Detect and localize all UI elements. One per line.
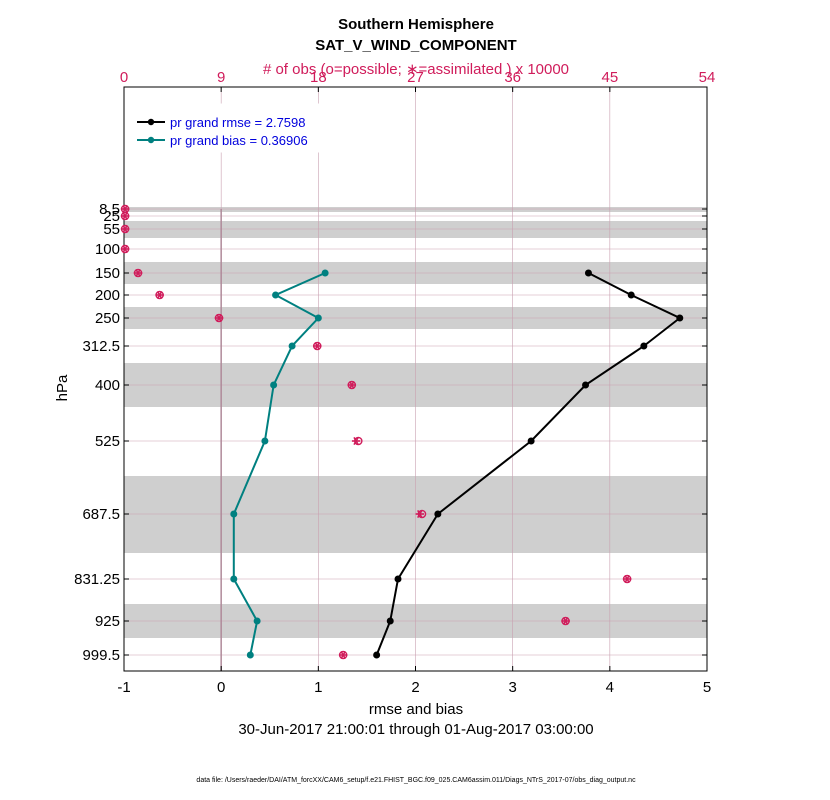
point-rmse	[640, 342, 648, 350]
top-tick-label: 0	[120, 69, 128, 86]
point-bias	[288, 342, 296, 350]
point-bias	[261, 437, 269, 445]
x-tick-label: 0	[217, 679, 225, 696]
point-bias	[272, 291, 280, 299]
obs-assimilated-marker	[120, 224, 130, 234]
point-bias	[246, 651, 254, 659]
footnote: data file: /Users/raeder/DAI/ATM_forcXX/…	[196, 777, 636, 784]
obs-assimilated-marker	[561, 616, 570, 626]
obs-assimilated-marker	[415, 509, 425, 519]
legend-box	[126, 103, 330, 153]
legend: pr grand rmse = 2.7598 pr grand bias = 0…	[126, 103, 330, 153]
top-tick-label: 27	[407, 69, 424, 86]
point-rmse	[676, 314, 684, 322]
obs-assimilated-marker	[155, 290, 164, 300]
y-tick-label: 400	[95, 377, 120, 394]
top-tick-label: 45	[601, 69, 618, 86]
point-rmse	[527, 437, 535, 445]
point-rmse	[584, 269, 592, 277]
point-rmse	[373, 651, 381, 659]
obs-assimilated-marker	[214, 313, 224, 323]
y-tick-label: 55	[103, 221, 120, 238]
y-tick-label: 525	[95, 433, 120, 450]
x-tick-label: 3	[508, 679, 516, 696]
y-tick-label: 312.5	[82, 338, 120, 355]
point-rmse	[434, 510, 442, 518]
legend-label-bias: pr grand bias = 0.36906	[170, 133, 308, 148]
point-rmse	[394, 575, 402, 583]
x-tick-label: 4	[606, 679, 614, 696]
point-rmse	[627, 291, 635, 299]
point-rmse	[582, 381, 590, 389]
top-tick-label: 36	[504, 69, 521, 86]
obs-assimilated-marker	[120, 244, 130, 254]
x-tick-label: -1	[117, 679, 130, 696]
obs-assimilated-marker	[313, 341, 322, 351]
y-tick-label: 925	[95, 613, 120, 630]
y-tick-label: 25	[103, 208, 120, 225]
legend-marker-rmse	[147, 118, 155, 126]
obs-assimilated-marker	[120, 211, 130, 221]
x-tick-label: 5	[703, 679, 711, 696]
y-tick-label: 8.5	[99, 201, 120, 218]
obs-assimilated-marker	[338, 650, 348, 660]
obs-assimilated-marker	[120, 204, 130, 214]
y-tick-label: 150	[95, 265, 120, 282]
point-bias	[230, 575, 238, 583]
series-layer	[230, 269, 684, 659]
top-axis-label: # of obs (o=possible; ∗=assimilated ) x …	[263, 61, 569, 78]
y-tick-label: 250	[95, 310, 120, 327]
y-tick-label: 999.5	[82, 647, 120, 664]
point-bias	[321, 269, 329, 277]
chart-title: Southern Hemisphere	[338, 16, 494, 33]
obs-assimilated-marker	[133, 268, 143, 278]
axis-ticks: -1 0 1 2 3 4 50 9 18 27 36 45 548.525551001502002503…	[74, 69, 715, 696]
y-tick-label: 200	[95, 287, 120, 304]
obs-assimilated-marker	[351, 436, 361, 446]
point-bias	[253, 617, 261, 625]
obs-assimilated-marker	[347, 380, 357, 390]
date-range: 30-Jun-2017 21:00:01 through 01-Aug-2017…	[238, 721, 593, 738]
point-bias	[270, 381, 278, 389]
series-line-rmse	[375, 272, 682, 656]
x-axis-label: rmse and bias	[369, 701, 463, 718]
series-line-bias	[232, 272, 326, 656]
legend-label-rmse: pr grand rmse = 2.7598	[170, 115, 306, 130]
x-tick-label: 1	[314, 679, 322, 696]
y-tick-label: 687.5	[82, 506, 120, 523]
y-axis-label: hPa	[54, 374, 71, 401]
point-rmse	[386, 617, 394, 625]
obs-assimilated-marker	[622, 574, 632, 584]
y-tick-label: 831.25	[74, 571, 120, 588]
x-tick-label: 2	[411, 679, 419, 696]
point-bias	[230, 510, 238, 518]
chart-subtitle: SAT_V_WIND_COMPONENT	[315, 37, 516, 54]
top-tick-label: 54	[699, 69, 716, 86]
obs-layer	[120, 204, 632, 660]
legend-marker-bias	[147, 136, 155, 144]
point-bias	[314, 314, 322, 322]
top-tick-label: 18	[310, 69, 327, 86]
top-tick-label: 9	[217, 69, 225, 86]
y-tick-label: 100	[95, 241, 120, 258]
